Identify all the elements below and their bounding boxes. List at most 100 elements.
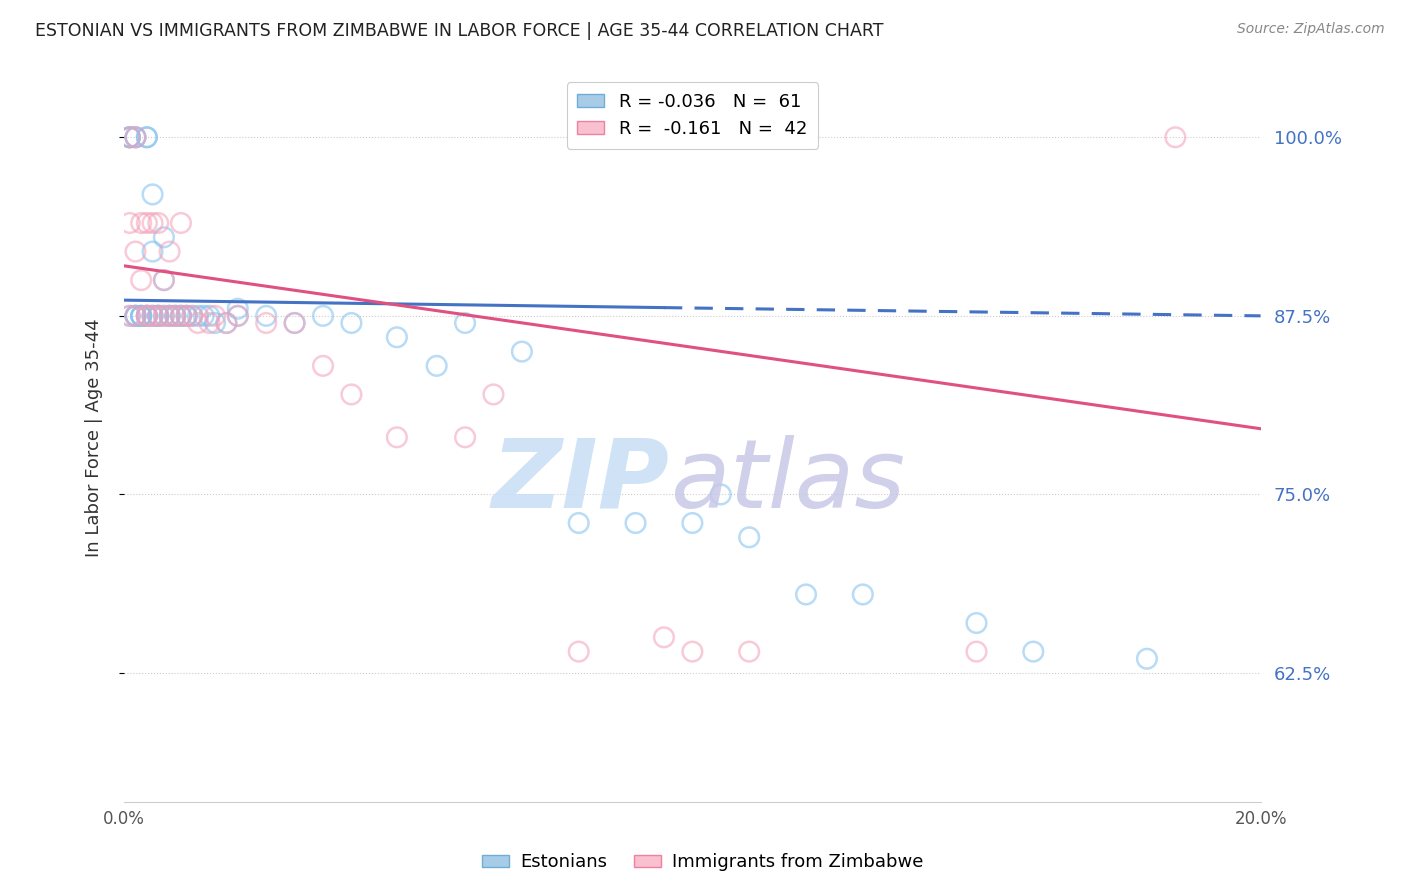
Point: [148, 309, 170, 323]
Point: [135, 309, 157, 323]
Point: [170, 309, 193, 323]
Point: [226, 309, 249, 323]
Legend: R = -0.036   N =  61, R =  -0.161   N =  42: R = -0.036 N = 61, R = -0.161 N = 42: [567, 82, 818, 149]
Point: [385, 430, 408, 444]
Point: [312, 359, 335, 373]
Point: [165, 309, 187, 323]
Point: [181, 309, 204, 323]
Point: [187, 309, 209, 323]
Point: [135, 309, 157, 323]
Point: [141, 309, 163, 323]
Point: [135, 216, 157, 230]
Point: [204, 316, 226, 330]
Point: [204, 309, 226, 323]
Point: [159, 309, 181, 323]
Point: [738, 530, 761, 544]
Point: [852, 587, 875, 601]
Point: [141, 187, 163, 202]
Point: [738, 644, 761, 658]
Point: [129, 309, 152, 323]
Point: [624, 516, 647, 530]
Point: [215, 316, 238, 330]
Point: [170, 216, 193, 230]
Point: [148, 309, 170, 323]
Point: [118, 130, 141, 145]
Point: [135, 309, 157, 323]
Point: [226, 301, 249, 316]
Text: atlas: atlas: [669, 434, 904, 527]
Point: [966, 644, 988, 658]
Point: [124, 309, 146, 323]
Point: [153, 309, 176, 323]
Point: [118, 216, 141, 230]
Point: [135, 130, 157, 145]
Point: [141, 216, 163, 230]
Y-axis label: In Labor Force | Age 35-44: In Labor Force | Age 35-44: [86, 318, 103, 557]
Point: [681, 644, 703, 658]
Point: [124, 309, 146, 323]
Point: [568, 644, 591, 658]
Point: [129, 309, 152, 323]
Point: [176, 309, 198, 323]
Point: [568, 516, 591, 530]
Point: [198, 309, 221, 323]
Point: [135, 309, 157, 323]
Point: [153, 309, 176, 323]
Point: [176, 309, 198, 323]
Point: [141, 309, 163, 323]
Text: ZIP: ZIP: [492, 434, 669, 527]
Point: [118, 130, 141, 145]
Text: ESTONIAN VS IMMIGRANTS FROM ZIMBABWE IN LABOR FORCE | AGE 35-44 CORRELATION CHAR: ESTONIAN VS IMMIGRANTS FROM ZIMBABWE IN …: [35, 22, 883, 40]
Point: [118, 309, 141, 323]
Point: [681, 516, 703, 530]
Point: [124, 130, 146, 145]
Point: [284, 316, 307, 330]
Point: [710, 487, 733, 501]
Text: Source: ZipAtlas.com: Source: ZipAtlas.com: [1237, 22, 1385, 37]
Point: [1164, 130, 1187, 145]
Point: [165, 309, 187, 323]
Point: [159, 244, 181, 259]
Point: [1136, 651, 1159, 665]
Point: [129, 216, 152, 230]
Point: [187, 316, 209, 330]
Point: [135, 130, 157, 145]
Point: [340, 387, 363, 401]
Point: [153, 273, 176, 287]
Point: [118, 130, 141, 145]
Point: [454, 316, 477, 330]
Point: [482, 387, 505, 401]
Point: [170, 309, 193, 323]
Point: [153, 230, 176, 244]
Point: [129, 273, 152, 287]
Point: [153, 273, 176, 287]
Point: [385, 330, 408, 344]
Point: [966, 615, 988, 630]
Point: [170, 309, 193, 323]
Point: [510, 344, 533, 359]
Point: [426, 359, 449, 373]
Point: [135, 309, 157, 323]
Point: [652, 630, 675, 644]
Point: [124, 244, 146, 259]
Point: [148, 309, 170, 323]
Point: [118, 130, 141, 145]
Point: [226, 309, 249, 323]
Point: [198, 316, 221, 330]
Point: [129, 309, 152, 323]
Point: [181, 309, 204, 323]
Point: [141, 244, 163, 259]
Point: [284, 316, 307, 330]
Point: [124, 130, 146, 145]
Point: [794, 587, 817, 601]
Point: [193, 309, 215, 323]
Point: [312, 309, 335, 323]
Point: [165, 309, 187, 323]
Point: [148, 309, 170, 323]
Point: [1022, 644, 1045, 658]
Point: [124, 309, 146, 323]
Point: [118, 309, 141, 323]
Point: [340, 316, 363, 330]
Point: [454, 430, 477, 444]
Legend: Estonians, Immigrants from Zimbabwe: Estonians, Immigrants from Zimbabwe: [475, 847, 931, 879]
